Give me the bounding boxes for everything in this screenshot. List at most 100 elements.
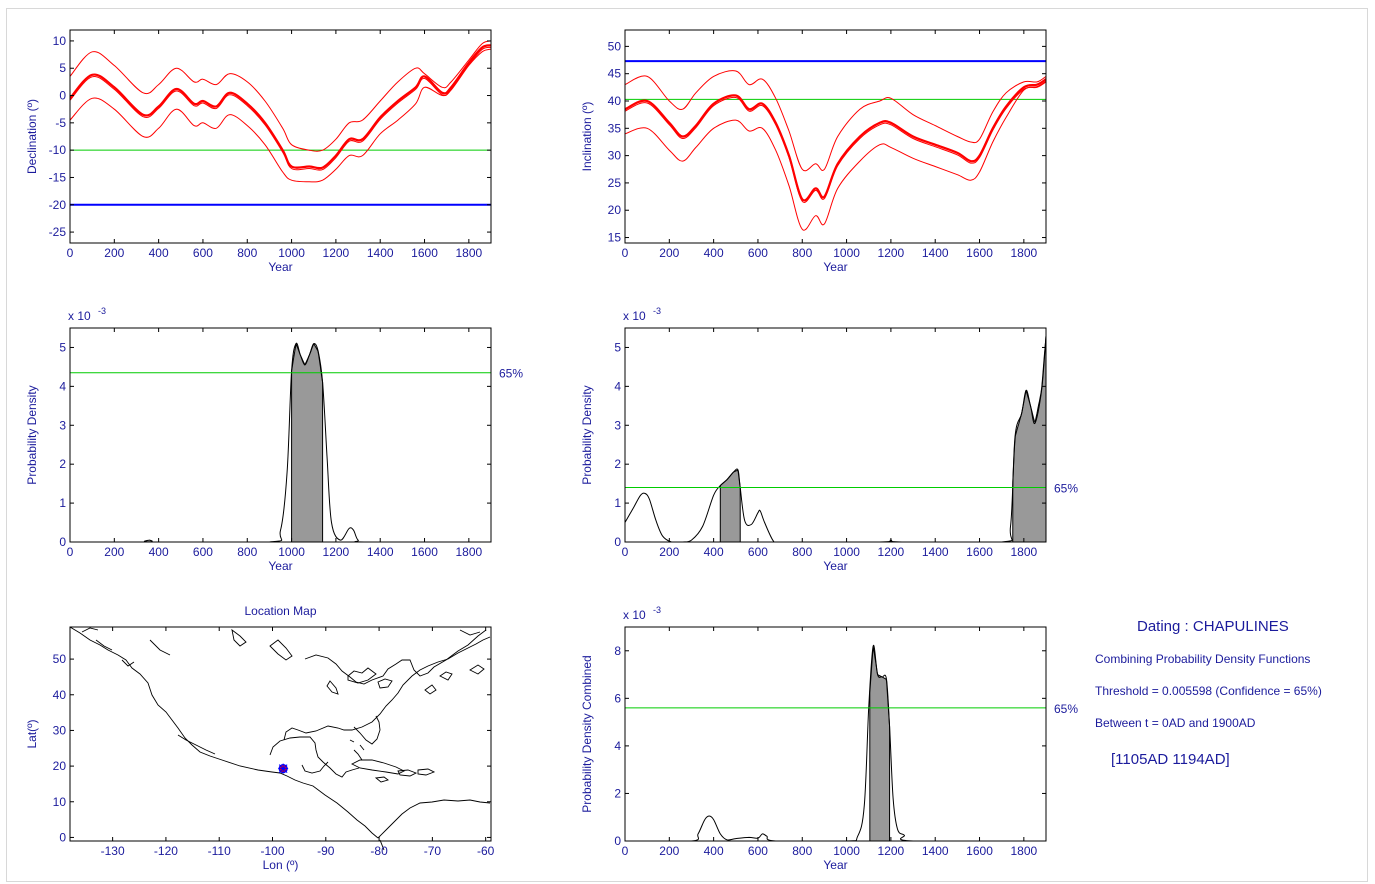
declination-xtick-label: 800 [237,246,257,260]
declination-ytick-label: -15 [49,170,67,184]
combined-density-xtick-label: 600 [748,844,768,858]
combined-density-ytick-label: 2 [614,786,621,800]
location-map-xtick-label: -120 [154,844,178,858]
declination-density-xlabel: Year [268,559,292,573]
location-map-ytick-label: 10 [53,795,67,809]
combined-density-xtick-label: 1600 [966,844,993,858]
inclination-density-ytick-label: 2 [614,457,621,471]
declination-density-xtick-label: 1400 [367,545,394,559]
inclination-xtick-label: 1800 [1010,246,1037,260]
inclination-frame [624,29,1047,244]
combined-density-ylabel: Probability Density Combined [580,655,594,812]
inclination-xtick-label: 800 [792,246,812,260]
declination-series-mean [70,44,491,170]
declination-ytick-label: -25 [49,225,67,239]
declination-ytick-label: 10 [53,34,67,48]
location-map-ylabel: Lat(º) [25,719,39,748]
location-map-xlabel: Lon (º) [263,858,299,872]
location-map-xtick-label: -60 [477,844,495,858]
declination-xtick-label: 1800 [455,246,482,260]
location-map-axes: -130 -120 -110 -100 -90 -80 -70 -60 0 10 20 30 40 50 L… [25,604,495,872]
declination-density-ytick-label: 0 [59,535,66,549]
declination-density-xtick-label: 200 [104,545,124,559]
declination-density-xtick-label: 0 [67,545,74,559]
inclination-density-ytick-label: 0 [614,535,621,549]
declination-density-xtick-label: 1000 [278,545,305,559]
location-map-frame [69,626,492,842]
location-map-ytick-label: 40 [53,688,67,702]
site-marker [278,763,289,774]
inclination-xlabel: Year [823,260,847,274]
location-map-ytick-label: 20 [53,759,67,773]
declination-series-mean-band [70,46,491,171]
location-map-xtick-label: -70 [424,844,442,858]
location-map-title: Location Map [244,604,316,618]
inclination-xtick-label: 1600 [966,246,993,260]
declination-ylabel: Declination (º) [25,99,39,174]
declination-density-xtick-label: 600 [193,545,213,559]
declination-ytick-label: 5 [59,61,66,75]
declination-density-xtick-label: 400 [149,545,169,559]
inclination-density-ytick-label: 5 [614,340,621,354]
declination-density-scale-exponent: -3 [98,306,106,316]
declination-density-ytick-label: 5 [59,340,66,354]
combined-density-threshold-label: 65% [1054,702,1078,716]
declination-series-upper [70,40,491,152]
declination-density-threshold-label: 65% [499,367,523,381]
inclination-xtick-label: 400 [704,246,724,260]
declination-density-scale-label: x 10 [68,309,91,323]
inclination-axes: 0 200 400 600 800 1000 1200 1400 1600 1800 15 20 25 3… [580,29,1047,274]
declination-density-xtick-label: 1200 [323,545,350,559]
inclination-density-scale-exponent: -3 [653,306,661,316]
combined-density-xtick-label: 1200 [878,844,905,858]
inclination-density-xtick-label: 1200 [878,545,905,559]
combined-density-ytick-label: 8 [614,644,621,658]
combined-density-ytick-label: 6 [614,691,621,705]
declination-ytick-label: -10 [49,143,67,157]
declination-xtick-label: 1400 [367,246,394,260]
dating-title: Dating : CHAPULINES [1137,618,1289,635]
declination-density-xtick-label: 1600 [411,545,438,559]
inclination-density-threshold-label: 65% [1054,482,1078,496]
inclination-ytick-label: 50 [608,39,622,53]
coastline [69,626,491,851]
combined-density-ytick-label: 4 [614,739,621,753]
location-map-xtick-label: -80 [370,844,388,858]
declination-density-xtick-label: 1800 [455,545,482,559]
declination-density-ytick-label: 2 [59,457,66,471]
inclination-density-curve [625,335,1046,542]
declination-series-lower [70,48,491,183]
inclination-ylabel: Inclination (º) [580,102,594,172]
location-map-ytick-label: 30 [53,723,67,737]
inclination-series-mean-band [625,80,1046,203]
declination-density-shaded-interval [291,342,324,542]
location-map-xtick-label: -110 [208,844,231,858]
inclination-xtick-label: 1400 [922,246,949,260]
declination-xtick-label: 1000 [278,246,305,260]
inclination-density-ytick-label: 3 [614,418,621,432]
declination-density-axes: 0 200 400 600 800 1000 1200 1400 1600 1800 0 1 2 3 4 5 Y… [25,306,492,573]
inclination-ytick-label: 20 [608,203,622,217]
declination-xtick-label: 1200 [323,246,350,260]
combined-density-scale-exponent: -3 [653,605,661,615]
location-map-ytick-label: 50 [53,652,67,666]
declination-xtick-label: 600 [193,246,213,260]
declination-xtick-label: 400 [149,246,169,260]
dating-interval: [1105AD 1194AD] [1111,751,1230,768]
declination-xlabel: Year [268,260,292,274]
inclination-density-frame [624,327,1047,543]
location-map-ytick-label: 0 [59,830,66,844]
range-text: Between t = 0AD and 1900AD [1095,716,1256,730]
inclination-density-xtick-label: 1000 [833,545,860,559]
declination-density-curve [70,342,491,542]
inclination-density-xtick-label: 200 [659,545,679,559]
inclination-xtick-label: 200 [659,246,679,260]
method-text: Combining Probability Density Functions [1095,652,1311,666]
inclination-ytick-label: 45 [608,67,622,81]
inclination-density-shaded-interval [719,469,741,542]
inclination-density-xtick-label: 600 [748,545,768,559]
location-map-xtick-label: -90 [317,844,335,858]
declination-density-xtick-label: 800 [237,545,257,559]
inclination-density-axes: 0 200 400 600 800 1000 1200 1400 1600 1800 0 1 2 3 4 5 Y… [580,306,1047,573]
